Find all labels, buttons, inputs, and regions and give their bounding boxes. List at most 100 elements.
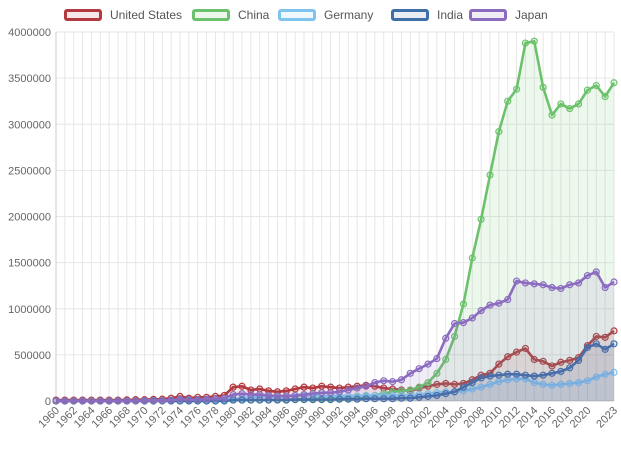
data-point-india [371, 395, 379, 403]
data-point-china [512, 85, 521, 93]
data-point-united-states [610, 327, 618, 335]
legend-item-india[interactable]: India [391, 6, 463, 24]
data-point-india [415, 393, 423, 401]
legend-item-japan[interactable]: Japan [469, 6, 548, 24]
data-point-china [477, 215, 485, 223]
data-point-united-states [548, 362, 556, 370]
legend-swatch-germany [278, 9, 316, 21]
data-point-japan [344, 386, 352, 394]
data-point-united-states [300, 383, 308, 391]
data-point-india [530, 372, 538, 380]
data-point-united-states [557, 358, 565, 366]
data-point-united-states [433, 380, 441, 388]
y-tick-label: 3000000 [8, 119, 51, 131]
data-point-japan [583, 271, 592, 280]
data-point-japan [371, 378, 379, 387]
data-point-united-states [229, 383, 237, 391]
x-tick-label: 2020 [568, 405, 594, 431]
data-point-india [574, 356, 583, 365]
data-point-india [539, 371, 547, 379]
data-point-india [353, 395, 361, 403]
data-point-japan [105, 397, 113, 405]
data-point-united-states [238, 382, 246, 390]
data-point-japan [406, 369, 414, 377]
data-point-japan [185, 396, 193, 404]
data-point-japan [574, 279, 583, 287]
data-point-united-states [504, 353, 512, 361]
legend-swatch-japan [469, 9, 507, 21]
legend: United States China Germany India Japan [0, 6, 621, 24]
series-area-india [56, 343, 614, 401]
data-point-japan [362, 382, 370, 390]
data-point-india [397, 394, 406, 402]
data-point-china [433, 369, 441, 377]
y-tick-label: 500000 [14, 350, 51, 362]
legend-swatch-india [391, 9, 429, 21]
series-area-germany [56, 372, 614, 401]
data-point-japan [273, 392, 282, 400]
data-point-japan [433, 354, 441, 363]
data-point-japan [140, 396, 149, 405]
legend-item-united-states[interactable]: United States [64, 6, 182, 24]
data-point-germany [601, 370, 609, 378]
data-point-japan [247, 390, 255, 399]
data-point-japan [504, 295, 512, 304]
data-point-japan [530, 280, 538, 288]
data-point-china [459, 300, 468, 308]
data-point-japan [450, 319, 459, 328]
data-point-india [424, 392, 432, 400]
data-point-japan [512, 277, 521, 285]
data-point-japan [149, 396, 158, 405]
data-point-united-states [530, 355, 538, 364]
data-point-united-states [521, 344, 530, 353]
data-point-japan [87, 397, 96, 405]
data-point-india [459, 383, 468, 391]
data-point-japan [61, 397, 69, 405]
data-point-india [477, 374, 485, 382]
data-point-japan [459, 318, 468, 327]
data-point-japan [548, 283, 556, 292]
data-point-china [583, 86, 592, 94]
data-point-japan [415, 365, 423, 373]
data-point-india [557, 367, 565, 376]
data-point-india [450, 388, 459, 396]
series-line-japan [56, 270, 615, 403]
data-point-japan [477, 307, 485, 315]
legend-label-united-states: United States [110, 8, 183, 22]
series-germany [52, 368, 618, 405]
data-point-japan [291, 391, 299, 400]
data-point-japan [300, 390, 308, 399]
data-point-japan [70, 397, 78, 405]
data-point-china [557, 100, 565, 108]
data-point-india [388, 395, 397, 403]
data-point-japan [114, 397, 122, 405]
data-point-india [300, 396, 308, 404]
data-point-germany [548, 381, 556, 389]
data-point-united-states [495, 360, 503, 368]
data-point-india [380, 395, 388, 403]
data-point-japan [353, 384, 361, 392]
data-point-india [495, 371, 503, 379]
legend-item-germany[interactable]: Germany [278, 6, 373, 24]
data-point-germany [574, 378, 583, 387]
data-point-japan [610, 278, 618, 286]
data-point-india [433, 391, 441, 400]
data-point-japan [388, 378, 397, 386]
data-point-japan [521, 279, 530, 287]
data-point-japan [309, 390, 317, 398]
data-point-japan [592, 268, 600, 276]
data-point-china [442, 355, 450, 364]
data-point-india [610, 340, 618, 348]
data-point-india [592, 340, 600, 348]
data-point-india [442, 390, 450, 398]
data-point-japan [282, 392, 290, 400]
data-point-india [362, 395, 370, 403]
legend-item-china[interactable]: China [192, 6, 269, 24]
data-point-japan [486, 301, 494, 309]
data-point-united-states [318, 382, 326, 390]
data-point-germany [592, 373, 600, 381]
series-area-japan [56, 271, 614, 401]
data-point-japan [601, 283, 609, 292]
data-point-india [521, 371, 530, 379]
